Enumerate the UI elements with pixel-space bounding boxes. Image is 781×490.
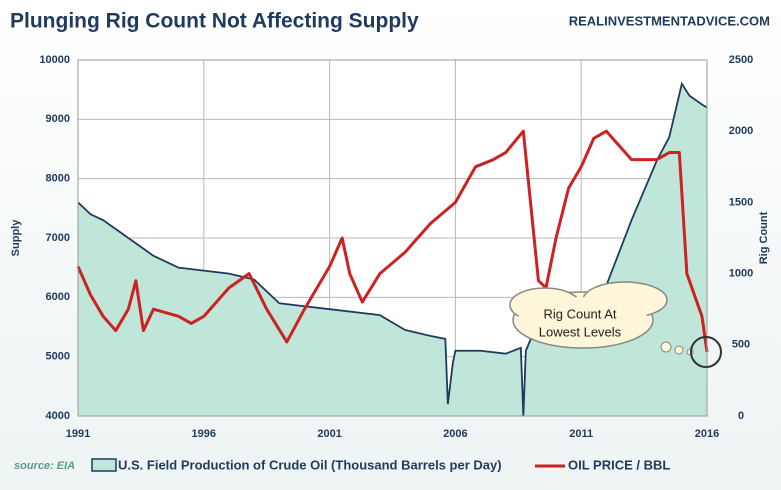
highlight-circle [690,336,722,368]
y-tick-label: 9000 [46,113,70,125]
y2-axis-label: Rig Count [758,211,770,264]
annotation: Rig Count At Lowest Levels [509,281,722,368]
y-tick-label: 6000 [46,291,70,303]
legend-label: OIL PRICE / BBL [568,457,670,472]
plot-border [77,59,708,417]
x-tick-label: 2006 [443,428,467,440]
x-tick-label: 1991 [66,428,90,440]
y2-tick-label: 1000 [729,268,753,280]
y-tick-label: 4000 [46,410,70,422]
source: source: EIA [14,460,75,472]
y-tick-label: 7000 [46,232,70,244]
cloud [586,287,664,317]
x-tick-label: 2011 [569,428,593,440]
cloud-dot [674,345,684,355]
annotation-text: Rig Count At [544,306,617,321]
plot-area: 4000 5000 6000 7000 8000 9000 10000 0 500 1000 150… [39,54,753,440]
x-tick-label: 2001 [317,428,341,440]
chart-title: Plunging Rig Count Not Affecting Supply [10,10,419,33]
annotation-text: Lowest Levels [539,324,622,339]
y2-tick-label: 2500 [729,54,753,66]
cloud-dot [660,341,672,353]
y2-tick-label: 500 [732,339,750,351]
x-tick-label: 2016 [695,428,719,440]
y-axis-label: Supply [10,219,22,257]
chart-subtitle: REALINVESTMENTADVICE.COM [569,13,770,28]
area-line [77,81,708,417]
y-tick-label: 10000 [39,54,70,66]
y2-tick-label: 2000 [729,125,753,137]
y2-tick-label: 0 [738,410,744,422]
cloud [513,293,577,321]
y-tick-label: 8000 [46,173,70,185]
line [76,129,709,353]
x-tick-label: 1996 [192,428,216,440]
y2-tick-label: 1500 [729,196,753,208]
y-tick-label: 5000 [46,351,70,363]
legend-label: U.S. Field Production of Crude Oil (Thou… [118,457,502,472]
legend-swatch [91,458,117,472]
legend: U.S. Field Production of Crude Oil (Thou… [91,457,670,472]
